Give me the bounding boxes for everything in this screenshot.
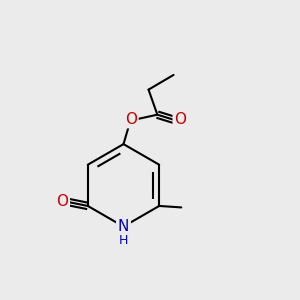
Text: N: N [118, 219, 129, 234]
Text: O: O [56, 194, 68, 209]
Text: O: O [174, 112, 186, 128]
Text: H: H [119, 234, 128, 247]
Text: O: O [125, 112, 137, 127]
